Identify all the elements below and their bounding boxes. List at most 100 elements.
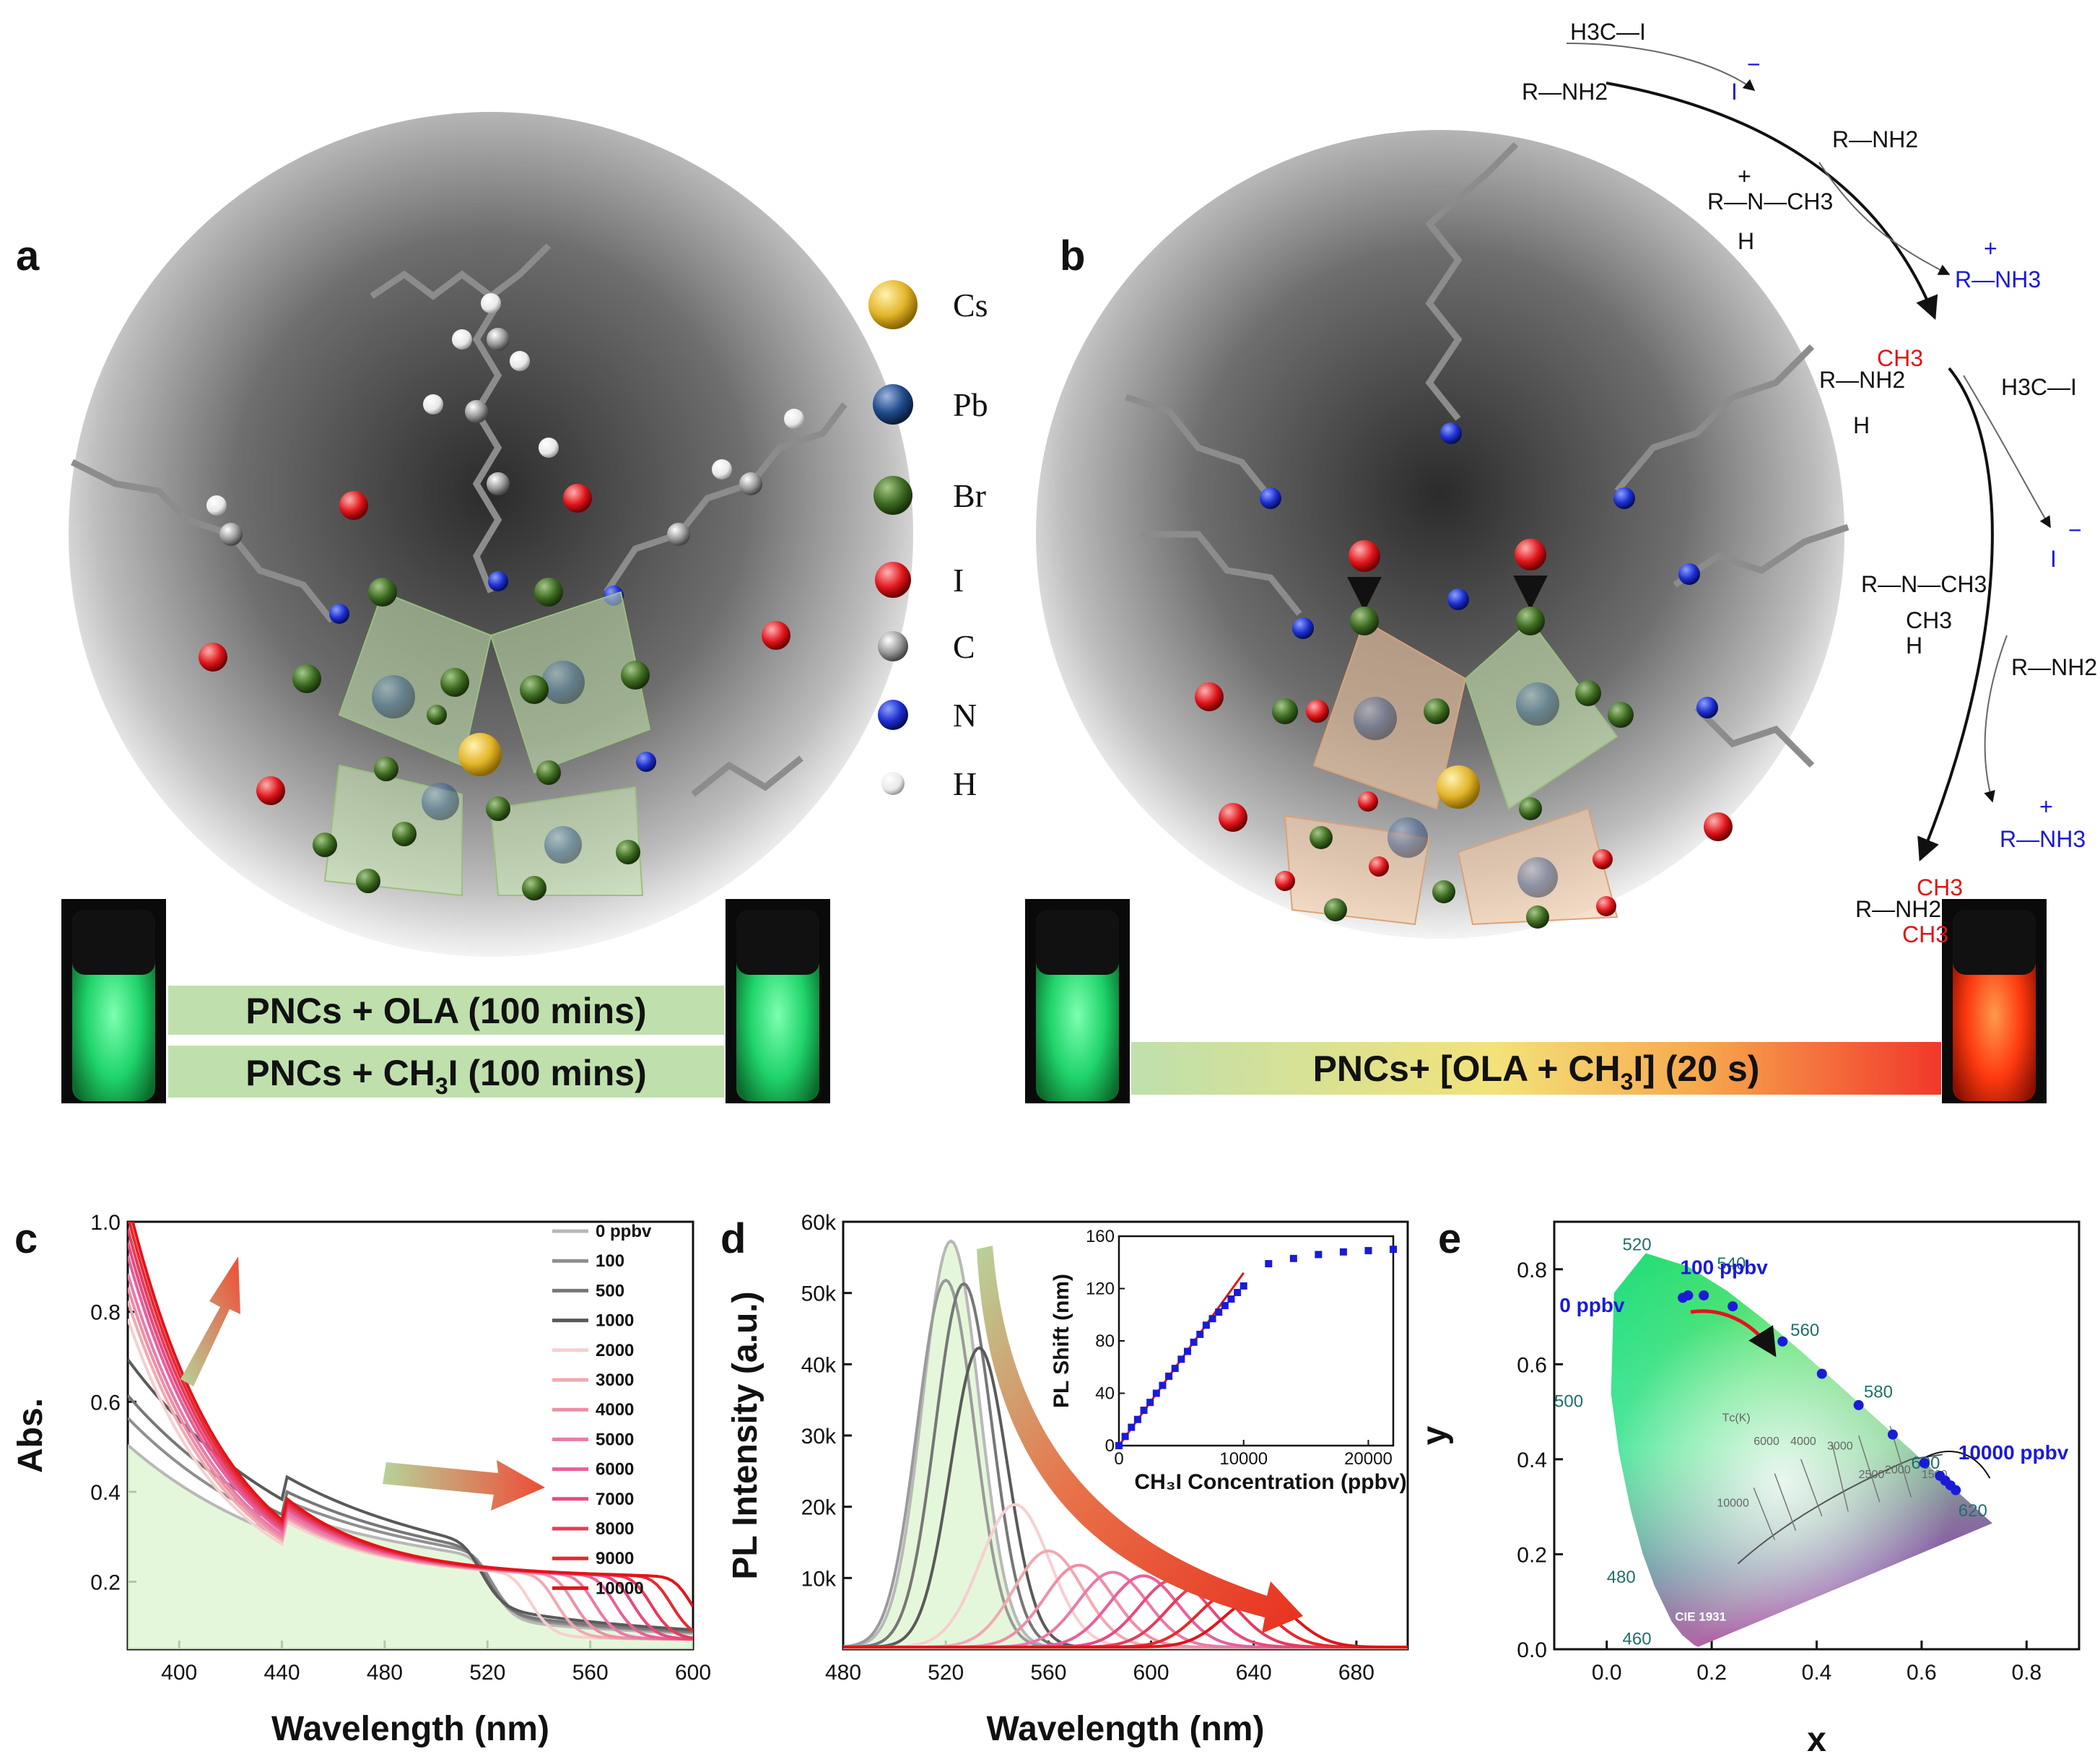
panel-letter-e: e bbox=[1438, 1215, 1461, 1262]
scheme-h3c-i-2: H3C—I bbox=[2001, 374, 2077, 400]
y-tick-label: 1.0 bbox=[90, 1211, 121, 1235]
annotation-100-ppbv: 100 ppbv bbox=[1680, 1256, 1768, 1278]
x-tick-label: 0.4 bbox=[1802, 1661, 1832, 1685]
y-axis-label: Abs. bbox=[12, 1398, 50, 1473]
y-tick-label: 0.2 bbox=[1517, 1543, 1547, 1567]
legend-label: 0 ppbv bbox=[596, 1222, 652, 1241]
scheme-plus-2: + bbox=[1984, 235, 1997, 261]
inset-data-point bbox=[1339, 1248, 1347, 1256]
legend-label-c: C bbox=[953, 628, 975, 665]
y-tick-label: 10k bbox=[801, 1567, 837, 1591]
chromaticity-point bbox=[1777, 1336, 1788, 1347]
panel-letter-d: d bbox=[720, 1215, 746, 1262]
nanocrystal-sphere-b bbox=[1036, 130, 1844, 939]
trend-arrow-up bbox=[180, 1256, 240, 1386]
banner-a: PNCs + OLA (100 mins) PNCs + CH3I (100 m… bbox=[168, 986, 724, 1099]
legend-label: 500 bbox=[596, 1281, 624, 1300]
inset-data-point bbox=[1133, 1415, 1141, 1423]
legend-label: 7000 bbox=[596, 1490, 634, 1509]
x-tick-label: 0.0 bbox=[1592, 1661, 1622, 1685]
trend-arrow-right bbox=[383, 1460, 545, 1511]
inset-data-point bbox=[1202, 1321, 1210, 1329]
x-tick-label: 680 bbox=[1338, 1661, 1374, 1685]
legend-label-i: I bbox=[953, 562, 964, 599]
x-tick-label: 600 bbox=[675, 1661, 711, 1685]
x-tick-label: 480 bbox=[367, 1661, 403, 1685]
tc-label: 2500 bbox=[1859, 1469, 1885, 1481]
scheme-ammonium-1: R—NH3 bbox=[1955, 266, 2041, 292]
tc-label: 4000 bbox=[1790, 1436, 1816, 1448]
panel-e: e 0.0 0.2 0.4 0.6 0.8 0.0 0.2 0.4 0.6 0.8 x y Tᴄ(K) 1… bbox=[1416, 1215, 2081, 1759]
scheme-amine-1: R—NH2 bbox=[1522, 79, 1608, 105]
scheme-h-1: H bbox=[1738, 228, 1754, 254]
scheme-tertiary-amine: R—NH2 bbox=[1855, 896, 1941, 922]
vial-right-a bbox=[726, 899, 830, 1103]
x-tick-label: 560 bbox=[572, 1661, 609, 1685]
area-fill-0ppbv bbox=[128, 1445, 693, 1649]
tc-label: 6000 bbox=[1753, 1436, 1779, 1448]
panel-a: a bbox=[16, 112, 913, 957]
panel-b: b bbox=[1036, 130, 1850, 939]
y-tick-label: 20k bbox=[801, 1496, 837, 1520]
inset-data-point bbox=[1196, 1330, 1204, 1338]
locus-label-500: 500 bbox=[1554, 1392, 1583, 1412]
inset: 0 10000 20000 0 40 80 120 160 CH₃I Concentration… bbox=[1050, 1227, 1407, 1494]
legend-label: 4000 bbox=[596, 1400, 634, 1420]
legend-atom-c bbox=[878, 631, 908, 661]
tc-label: 2000 bbox=[1885, 1464, 1911, 1477]
x-tick-label: 0.2 bbox=[1696, 1661, 1727, 1685]
legend-label: 6000 bbox=[596, 1460, 634, 1480]
scheme-iodide-1: I bbox=[1731, 79, 1738, 105]
x-tick-label: 0.6 bbox=[1907, 1661, 1937, 1685]
legend-label-n: N bbox=[953, 697, 977, 734]
scheme-ch3-2: CH3 bbox=[1906, 607, 1952, 633]
scheme-methylammonium: R—N—CH3 bbox=[1707, 188, 1833, 214]
scheme-ch3-4: CH3 bbox=[1902, 921, 1948, 947]
scheme-secondary-amine: R—NH2 bbox=[1819, 367, 1905, 393]
plot-area bbox=[128, 1222, 693, 1649]
plot-area bbox=[843, 1239, 1408, 1649]
cie-gamut-white-center bbox=[1611, 1253, 1992, 1647]
banner-a-top-label: PNCs + OLA (100 mins) bbox=[245, 991, 646, 1031]
inset-y-tick-label: 160 bbox=[1086, 1227, 1115, 1246]
y-tick-label: 0.8 bbox=[1517, 1259, 1547, 1282]
locus-label-460: 460 bbox=[1623, 1629, 1652, 1649]
inset-x-tick-label: 10000 bbox=[1219, 1449, 1268, 1469]
chromaticity-point bbox=[1853, 1399, 1864, 1410]
chart-d: 480 520 560 600 640 680 10k 20k 30k 40k 50k 60k Wave… bbox=[726, 1211, 1409, 1748]
isotemperature-line bbox=[1857, 1435, 1881, 1503]
scheme-minus-1: − bbox=[1747, 51, 1761, 77]
x-tick-label: 640 bbox=[1236, 1661, 1272, 1685]
y-tick-label: 0.6 bbox=[90, 1391, 121, 1415]
inset-data-point bbox=[1390, 1246, 1397, 1254]
locus-label-520: 520 bbox=[1623, 1235, 1652, 1254]
chromaticity-point bbox=[1919, 1458, 1930, 1469]
panel-d: d 480 520 560 600 640 680 10k 20k 30k 40k 50k 60k Wa… bbox=[720, 1211, 1409, 1748]
y-axis-label: y bbox=[1416, 1425, 1454, 1445]
panel-letter-b: b bbox=[1060, 233, 1085, 279]
scheme-dimethylammonium: R—N—CH3 bbox=[1861, 571, 1987, 597]
y-tick-label: 50k bbox=[801, 1282, 837, 1306]
panel-letter-a: a bbox=[16, 233, 40, 279]
chromaticity-point bbox=[1699, 1290, 1709, 1300]
scheme-iodide-2: I bbox=[2050, 546, 2057, 572]
chromaticity-point bbox=[1816, 1368, 1827, 1379]
chromaticity-point bbox=[1887, 1429, 1898, 1440]
perovskite-octahedra-b bbox=[1272, 607, 1634, 929]
planckian-locus bbox=[1737, 1454, 1943, 1565]
inset-data-point bbox=[1128, 1423, 1136, 1431]
scheme-h-2: H bbox=[1853, 412, 1870, 438]
shift-arrow bbox=[1690, 1309, 1777, 1358]
legend-label: 1000 bbox=[596, 1311, 634, 1331]
inset-data-point bbox=[1208, 1315, 1216, 1323]
inset-data-point bbox=[1152, 1389, 1160, 1397]
panel-c: c 400 440 480 520 560 600 0.2 0.4 0.6 0.8 1.0 Wavel… bbox=[12, 1211, 711, 1748]
x-tick-label: 400 bbox=[161, 1661, 197, 1685]
inset-data-point bbox=[1115, 1442, 1123, 1449]
inset-data-point bbox=[1234, 1288, 1242, 1296]
locus-label-480: 480 bbox=[1607, 1568, 1636, 1587]
legend-label: 2000 bbox=[596, 1341, 634, 1360]
y-axis-label: PL Intensity (a.u.) bbox=[726, 1291, 764, 1579]
